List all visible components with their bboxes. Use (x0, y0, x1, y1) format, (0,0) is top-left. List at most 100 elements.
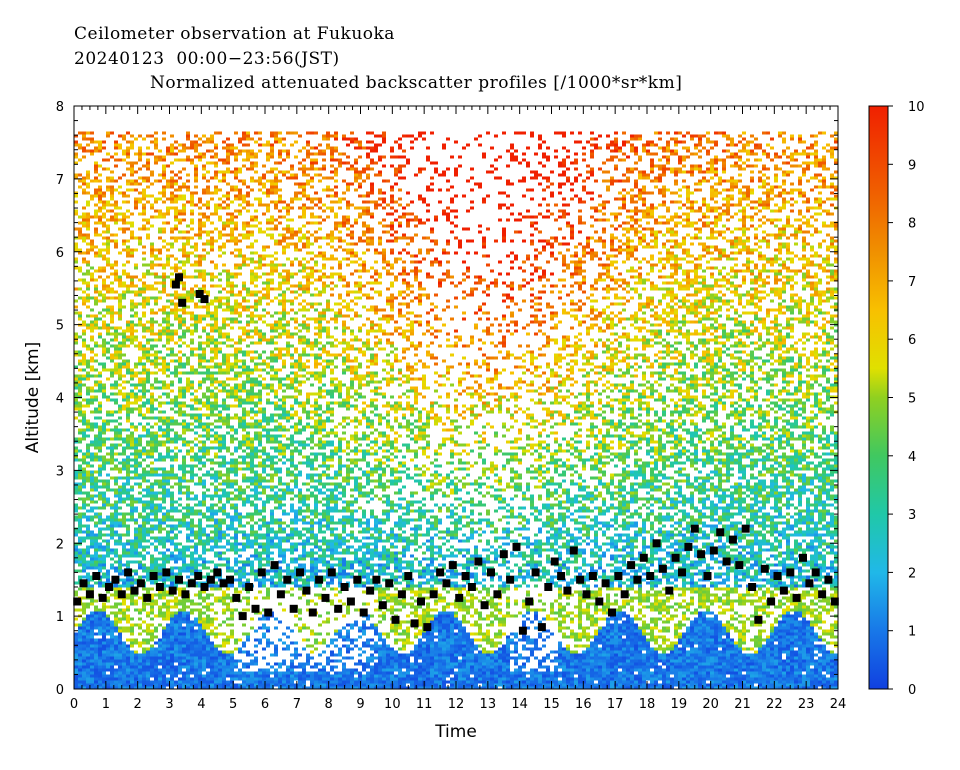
heatmap-cell (830, 288, 834, 291)
heatmap-cell (522, 177, 526, 180)
heatmap-cell (178, 231, 182, 234)
heatmap-cell (346, 327, 350, 330)
heatmap-cell (594, 138, 598, 141)
heatmap-cell (278, 189, 282, 192)
heatmap-cell (242, 228, 246, 231)
heatmap-cell (778, 237, 782, 240)
heatmap-cell (390, 249, 394, 252)
heatmap-cell (474, 276, 478, 279)
heatmap-cell (674, 216, 678, 219)
heatmap-cell (342, 135, 346, 138)
heatmap-cell (418, 171, 422, 174)
heatmap-cell (806, 156, 810, 159)
heatmap-cell (278, 156, 282, 159)
heatmap-cell (714, 144, 718, 147)
heatmap-cell (342, 285, 346, 288)
heatmap-cell (766, 156, 770, 159)
heatmap-cell (282, 309, 286, 312)
heatmap-cell (550, 315, 554, 318)
heatmap-cell (590, 156, 594, 159)
heatmap-cell (754, 318, 758, 321)
heatmap-cell (122, 282, 126, 285)
heatmap-cell (694, 315, 698, 318)
heatmap-cell (406, 306, 410, 309)
heatmap-cell (102, 207, 106, 210)
heatmap-cell (570, 276, 574, 279)
heatmap-cell (314, 294, 318, 297)
heatmap-cell (530, 177, 534, 180)
heatmap-cell (542, 153, 546, 156)
heatmap-cell (90, 327, 94, 330)
heatmap-cell (210, 246, 214, 249)
heatmap-cell (306, 168, 310, 171)
heatmap-cell (194, 234, 198, 237)
heatmap-cell (110, 312, 114, 315)
heatmap-cell (142, 306, 146, 309)
heatmap-cell (642, 237, 646, 240)
heatmap-cell (774, 219, 778, 222)
heatmap-cell (290, 168, 294, 171)
heatmap-cell (718, 279, 722, 282)
heatmap-cell (758, 219, 762, 222)
heatmap-cell (734, 213, 738, 216)
heatmap-cell (162, 312, 166, 315)
heatmap-cell (698, 282, 702, 285)
heatmap-cell (722, 237, 726, 240)
heatmap-cell (342, 276, 346, 279)
heatmap-cell (814, 306, 818, 309)
heatmap-cell (486, 285, 490, 288)
heatmap-cell (138, 240, 142, 243)
heatmap-cell (726, 150, 730, 153)
heatmap-cell (302, 183, 306, 186)
heatmap-cell (726, 240, 730, 243)
heatmap-cell (234, 237, 238, 240)
heatmap-cell (258, 228, 262, 231)
heatmap-cell (102, 204, 106, 207)
heatmap-cell (78, 228, 82, 231)
heatmap-cell (342, 249, 346, 252)
heatmap-cell (354, 138, 358, 141)
heatmap-cell (710, 258, 714, 261)
heatmap-cell (690, 279, 694, 282)
heatmap-cell (214, 165, 218, 168)
heatmap-cell (798, 165, 802, 168)
heatmap-cell (98, 195, 102, 198)
heatmap-cell (706, 204, 710, 207)
heatmap-cell (214, 174, 218, 177)
heatmap-cell (646, 144, 650, 147)
heatmap-cell (646, 306, 650, 309)
heatmap-cell (642, 210, 646, 213)
heatmap-cell (806, 180, 810, 183)
heatmap-cell (258, 189, 262, 192)
heatmap-cell (326, 138, 330, 141)
heatmap-cell (366, 318, 370, 321)
heatmap-cell (630, 216, 634, 219)
heatmap-cell (362, 252, 366, 255)
heatmap-cell (610, 321, 614, 324)
heatmap-cell (126, 273, 130, 276)
heatmap-cell (358, 285, 362, 288)
heatmap-cell (402, 270, 406, 273)
heatmap-cell (418, 135, 422, 138)
heatmap-cell (234, 255, 238, 258)
heatmap-cell (142, 288, 146, 291)
heatmap-cell (166, 183, 170, 186)
heatmap-cell (674, 180, 678, 183)
heatmap-cell (362, 171, 366, 174)
heatmap-cell (278, 288, 282, 291)
heatmap-cell (74, 144, 78, 147)
heatmap-cell (178, 324, 182, 327)
heatmap-cell (242, 330, 246, 333)
heatmap-cell (830, 186, 834, 189)
heatmap-cell (126, 216, 130, 219)
heatmap-cell (678, 162, 682, 165)
heatmap-cell (246, 330, 250, 333)
heatmap-cell (234, 276, 238, 279)
heatmap-cell (102, 279, 106, 282)
heatmap-cell (122, 330, 126, 333)
heatmap-cell (330, 195, 334, 198)
heatmap-cell (198, 276, 202, 279)
heatmap-cell (646, 261, 650, 264)
heatmap-cell (774, 291, 778, 294)
heatmap-cell (270, 234, 274, 237)
